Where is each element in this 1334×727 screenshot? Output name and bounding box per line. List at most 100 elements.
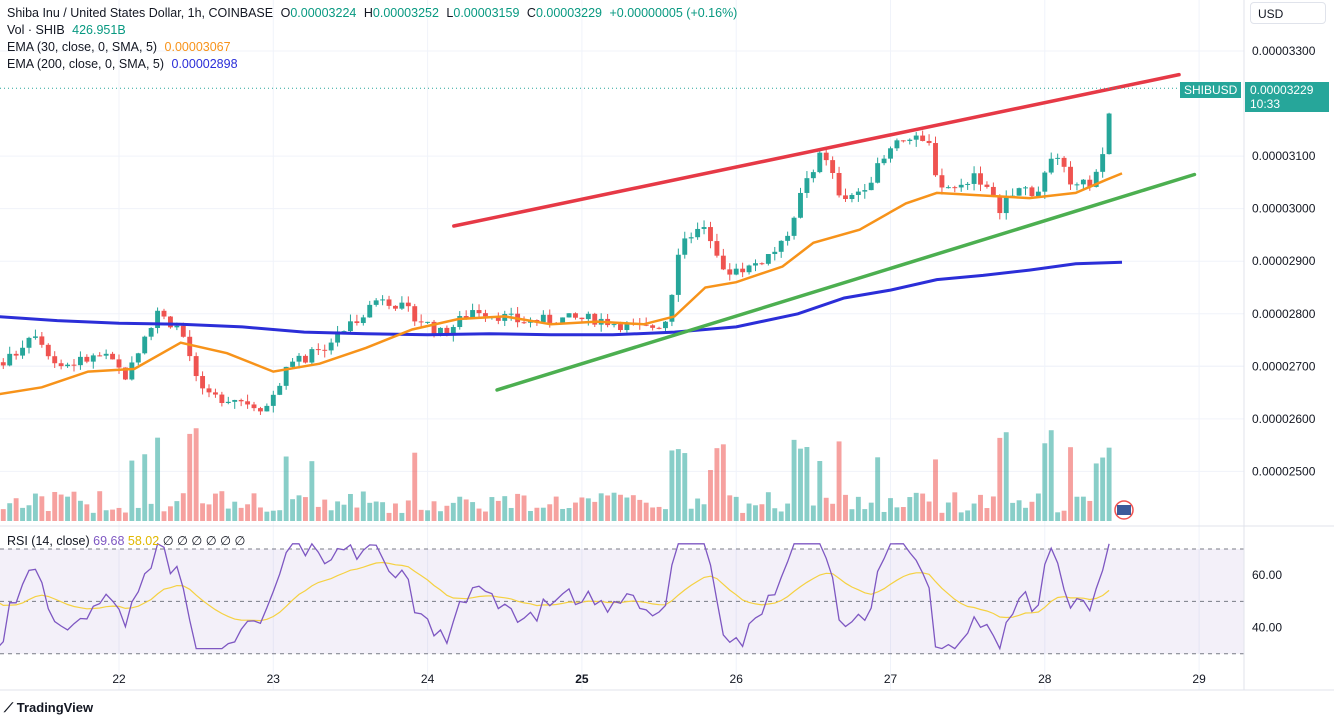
candle-body bbox=[804, 178, 810, 193]
candle-body bbox=[1080, 179, 1086, 185]
candle-body bbox=[296, 355, 302, 362]
candle-body bbox=[309, 349, 315, 363]
ema200-value: 0.00002898 bbox=[171, 57, 238, 71]
volume-bar bbox=[476, 508, 482, 521]
volume-bar bbox=[341, 504, 347, 521]
volume-bar bbox=[521, 495, 527, 521]
volume-bar bbox=[618, 494, 623, 521]
candle-body bbox=[566, 313, 572, 318]
price-tick-label: 0.00002600 bbox=[1252, 412, 1316, 426]
axes: 0.00003300 0.00003100 0.00003000 0.00002900… bbox=[0, 0, 1334, 691]
volume-bar bbox=[315, 506, 321, 521]
volume-bar bbox=[1042, 443, 1048, 521]
volume-bar bbox=[71, 491, 77, 521]
volume-bar bbox=[110, 509, 116, 521]
currency-button[interactable]: USD bbox=[1250, 2, 1326, 24]
time-tick-label: 28 bbox=[1038, 672, 1052, 686]
candle-body bbox=[984, 184, 990, 187]
candle-body bbox=[907, 139, 913, 141]
l-label: L bbox=[446, 6, 454, 20]
candle-body bbox=[26, 337, 32, 348]
candle-body bbox=[135, 353, 141, 363]
candle-body bbox=[540, 314, 546, 323]
candle-body bbox=[180, 325, 186, 337]
volume-bar bbox=[0, 509, 6, 521]
candle-body bbox=[592, 313, 598, 325]
tradingview-logo[interactable]: ⟋ TradingView bbox=[4, 700, 93, 716]
candle-body bbox=[585, 313, 591, 320]
candle-body bbox=[727, 269, 733, 275]
price-tick-label: 0.00002800 bbox=[1252, 307, 1316, 321]
c-label: C bbox=[526, 6, 536, 20]
volume-bar bbox=[303, 497, 308, 521]
candle-body bbox=[945, 187, 951, 189]
candle-body bbox=[77, 356, 83, 366]
volume-bars bbox=[0, 428, 1112, 521]
volume-bar bbox=[984, 508, 990, 521]
candle-body bbox=[1042, 172, 1048, 192]
candle-body bbox=[1029, 187, 1035, 197]
ema30-line bbox=[0, 172, 1123, 396]
volume-bar bbox=[907, 497, 913, 521]
volume-bar bbox=[502, 496, 508, 521]
volume-bar bbox=[393, 503, 398, 521]
volume-bar bbox=[335, 501, 341, 521]
candle-body bbox=[425, 321, 431, 323]
volume-bar bbox=[727, 495, 733, 521]
candle-body bbox=[45, 344, 51, 357]
candle-body bbox=[315, 349, 321, 351]
candle-body bbox=[611, 324, 617, 326]
volume-bar bbox=[971, 503, 977, 521]
volume-bar bbox=[997, 437, 1003, 521]
volume-bar bbox=[399, 512, 405, 521]
candle-body bbox=[669, 294, 675, 322]
volume-bar bbox=[573, 502, 578, 521]
candle-body bbox=[225, 401, 231, 404]
volume-bar bbox=[708, 470, 713, 521]
candle-body bbox=[1055, 157, 1061, 159]
volume-bar bbox=[142, 454, 148, 521]
volume-bar bbox=[1048, 430, 1054, 521]
volume-bar bbox=[148, 503, 154, 521]
volume-bar bbox=[804, 447, 810, 521]
h-label: H bbox=[363, 6, 373, 20]
candle-body bbox=[476, 310, 482, 314]
volume-bar bbox=[193, 428, 199, 521]
candle-body bbox=[142, 336, 148, 354]
ema200-legend: EMA (200, close, 0, SMA, 5) 0.00002898 bbox=[7, 56, 242, 73]
candle-body bbox=[650, 325, 656, 328]
volume-bar bbox=[1035, 493, 1041, 521]
volume-bar bbox=[225, 508, 231, 521]
volume-bar bbox=[663, 509, 668, 521]
candle-body bbox=[560, 317, 566, 325]
volume-bar bbox=[238, 507, 244, 521]
candle-body bbox=[618, 324, 623, 331]
candle-body bbox=[238, 399, 244, 402]
volume-bar bbox=[888, 498, 893, 521]
volume-bar bbox=[1106, 447, 1112, 521]
candle-body bbox=[958, 184, 964, 188]
candle-body bbox=[688, 237, 694, 239]
candle-body bbox=[129, 362, 135, 380]
l-value: 0.00003159 bbox=[453, 6, 520, 20]
candle-body bbox=[708, 227, 713, 242]
candle-body bbox=[624, 322, 630, 331]
volume-bar bbox=[1055, 512, 1061, 521]
volume-bar bbox=[534, 507, 540, 521]
resistance-trendline bbox=[452, 72, 1181, 228]
volume-bar bbox=[933, 459, 938, 521]
volume-bar bbox=[630, 495, 636, 521]
candle-body bbox=[354, 321, 360, 324]
candle-body bbox=[470, 310, 476, 318]
candle-body bbox=[997, 196, 1003, 214]
volume-bar bbox=[849, 509, 855, 521]
volume-bar bbox=[116, 507, 122, 521]
volume-bar bbox=[598, 493, 604, 521]
candle-body bbox=[399, 302, 405, 309]
candle-body bbox=[888, 148, 893, 159]
volume-bar bbox=[894, 507, 900, 521]
candle-body bbox=[457, 316, 463, 328]
candle-body bbox=[1087, 179, 1093, 187]
candle-body bbox=[1048, 158, 1054, 173]
volume-bar bbox=[219, 491, 225, 521]
